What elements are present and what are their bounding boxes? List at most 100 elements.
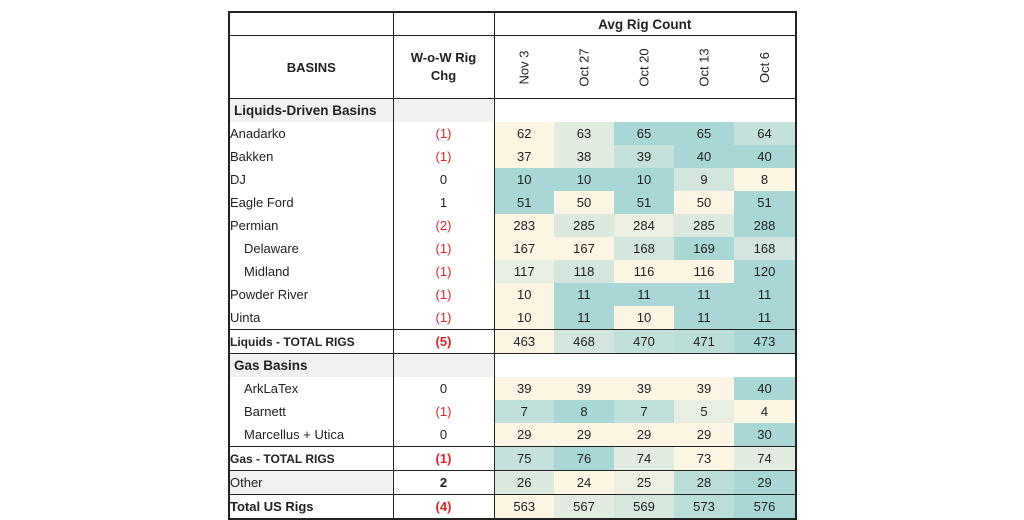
rig-count-cell: 10 bbox=[554, 168, 614, 191]
wow-change: (1) bbox=[393, 237, 495, 260]
rig-count-cell: 29 bbox=[734, 470, 798, 495]
rig-count-cell: 9 bbox=[674, 168, 734, 191]
rig-count-cell: 25 bbox=[614, 470, 674, 495]
rig-count-cell: 116 bbox=[614, 260, 674, 283]
rig-count-cell: 471 bbox=[674, 329, 734, 354]
rig-count-cell: 51 bbox=[734, 191, 798, 214]
table-row-barnett: Barnett (1) 7 8 7 5 4 bbox=[228, 400, 798, 423]
section-header-gas-basins: Gas Basins bbox=[228, 353, 798, 377]
rig-count-cell: 40 bbox=[734, 145, 798, 168]
basins-header: BASINS bbox=[228, 35, 394, 99]
section-change-blank bbox=[393, 98, 495, 122]
basin-name: Liquids - TOTAL RIGS bbox=[228, 329, 394, 354]
table-row-bakken: Bakken (1) 37 38 39 40 40 bbox=[228, 145, 798, 168]
rig-count-cell: 470 bbox=[614, 329, 674, 354]
rig-count-cell: 39 bbox=[614, 377, 674, 400]
rig-count-cell: 50 bbox=[554, 191, 614, 214]
rig-count-cell: 37 bbox=[494, 145, 554, 168]
rig-count-cell: 40 bbox=[734, 377, 798, 400]
rig-count-cell: 10 bbox=[494, 283, 554, 306]
rig-count-cell: 51 bbox=[614, 191, 674, 214]
other-row-other: Other 2 26 24 25 28 29 bbox=[228, 470, 798, 495]
wow-change: (1) bbox=[393, 306, 495, 330]
rig-count-cell: 10 bbox=[494, 168, 554, 191]
wow-change: (1) bbox=[393, 446, 495, 471]
rig-count-cell: 168 bbox=[734, 237, 798, 260]
rig-count-cell: 39 bbox=[674, 377, 734, 400]
table-row-delaware: Delaware (1) 167 167 168 169 168 bbox=[228, 237, 798, 260]
wow-change: 0 bbox=[393, 377, 495, 400]
rig-count-cell: 285 bbox=[674, 214, 734, 237]
basin-name: Uinta bbox=[228, 306, 394, 330]
section-change-blank bbox=[393, 353, 495, 377]
rig-count-cell: 30 bbox=[734, 423, 798, 447]
wow-change: (1) bbox=[393, 260, 495, 283]
date-header-oct-13: Oct 13 bbox=[674, 35, 734, 99]
rig-count-cell: 29 bbox=[614, 423, 674, 447]
table-row-arklatex: ArkLaTex 0 39 39 39 39 40 bbox=[228, 377, 798, 400]
rig-count-cell: 74 bbox=[614, 446, 674, 471]
table-row-midland: Midland (1) 117 118 116 116 120 bbox=[228, 260, 798, 283]
rig-count-cell: 569 bbox=[614, 494, 674, 520]
rig-count-cell: 64 bbox=[734, 122, 798, 145]
rig-count-cell: 11 bbox=[674, 283, 734, 306]
wow-change: (1) bbox=[393, 283, 495, 306]
rig-count-cell: 28 bbox=[674, 470, 734, 495]
rig-count-cell: 11 bbox=[554, 283, 614, 306]
grand-row-total-us-rigs: Total US Rigs (4) 563 567 569 573 576 bbox=[228, 494, 798, 520]
section-title: Liquids-Driven Basins bbox=[228, 98, 394, 122]
wow-change: (2) bbox=[393, 214, 495, 237]
section-title: Gas Basins bbox=[228, 353, 394, 377]
rig-count-cell: 76 bbox=[554, 446, 614, 471]
table-row-marcellus-utica: Marcellus + Utica 0 29 29 29 29 30 bbox=[228, 423, 798, 447]
basin-name: Midland bbox=[228, 260, 394, 283]
wow-change-header: W-o-W Rig Chg bbox=[393, 35, 495, 99]
date-header-oct-20: Oct 20 bbox=[614, 35, 674, 99]
date-header-nov-3: Nov 3 bbox=[494, 35, 554, 99]
top-left-blank bbox=[228, 11, 394, 36]
rig-count-cell: 26 bbox=[494, 470, 554, 495]
wow-change: (5) bbox=[393, 329, 495, 354]
rig-count-cell: 65 bbox=[674, 122, 734, 145]
rig-count-cell: 10 bbox=[494, 306, 554, 330]
rig-count-cell: 167 bbox=[494, 237, 554, 260]
rig-count-cell: 117 bbox=[494, 260, 554, 283]
rig-count-cell: 118 bbox=[554, 260, 614, 283]
basin-name: Bakken bbox=[228, 145, 394, 168]
rig-count-table: Avg Rig Count BASINS W-o-W Rig Chg Nov 3 … bbox=[228, 11, 798, 520]
rig-count-cell: 284 bbox=[614, 214, 674, 237]
total-row-liquids-total-rigs: Liquids - TOTAL RIGS (5) 463 468 470 471 473 bbox=[228, 329, 798, 354]
basin-name: Permian bbox=[228, 214, 394, 237]
rig-count-cell: 7 bbox=[494, 400, 554, 423]
rig-count-cell: 5 bbox=[674, 400, 734, 423]
section-values-blank bbox=[494, 353, 798, 377]
rig-count-cell: 29 bbox=[494, 423, 554, 447]
rig-count-cell: 39 bbox=[554, 377, 614, 400]
table-row-anadarko: Anadarko (1) 62 63 65 65 64 bbox=[228, 122, 798, 145]
rig-count-cell: 24 bbox=[554, 470, 614, 495]
table-row-eagle-ford: Eagle Ford 1 51 50 51 50 51 bbox=[228, 191, 798, 214]
rig-count-cell: 10 bbox=[614, 168, 674, 191]
section-header-liquids-driven-basins: Liquids-Driven Basins bbox=[228, 98, 798, 122]
rig-count-cell: 40 bbox=[674, 145, 734, 168]
rig-count-cell: 10 bbox=[614, 306, 674, 330]
section-values-blank bbox=[494, 98, 798, 122]
rig-count-cell: 169 bbox=[674, 237, 734, 260]
rig-count-cell: 8 bbox=[734, 168, 798, 191]
rig-count-cell: 50 bbox=[674, 191, 734, 214]
date-header-oct-6: Oct 6 bbox=[734, 35, 798, 99]
rig-count-cell: 11 bbox=[614, 283, 674, 306]
rig-count-cell: 51 bbox=[494, 191, 554, 214]
rig-count-cell: 65 bbox=[614, 122, 674, 145]
top-change-blank bbox=[393, 11, 495, 36]
basin-name: Powder River bbox=[228, 283, 394, 306]
rig-count-cell: 468 bbox=[554, 329, 614, 354]
rig-count-cell: 39 bbox=[494, 377, 554, 400]
basin-name: Gas - TOTAL RIGS bbox=[228, 446, 394, 471]
wow-change: 2 bbox=[393, 470, 495, 495]
basin-name: Delaware bbox=[228, 237, 394, 260]
rig-count-cell: 4 bbox=[734, 400, 798, 423]
basin-name: ArkLaTex bbox=[228, 377, 394, 400]
table-row-permian: Permian (2) 283 285 284 285 288 bbox=[228, 214, 798, 237]
rig-count-cell: 573 bbox=[674, 494, 734, 520]
